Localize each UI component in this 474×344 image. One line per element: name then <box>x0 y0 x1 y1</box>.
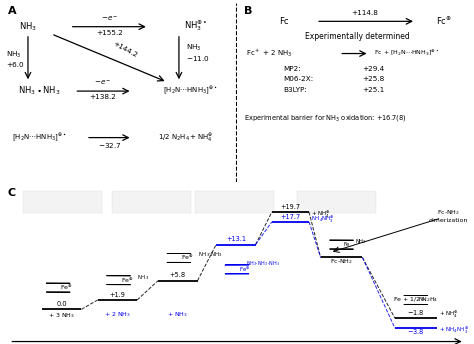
Text: +17.7: +17.7 <box>280 214 301 221</box>
Text: NH$_4$NH$_3^{\oplus}$: NH$_4$NH$_3^{\oplus}$ <box>311 214 335 225</box>
Text: +19.7: +19.7 <box>280 204 301 209</box>
Text: +25.1: +25.1 <box>363 87 385 93</box>
Text: Fe + 1/2 N$_2$H$_4$: Fe + 1/2 N$_2$H$_4$ <box>393 295 438 304</box>
Text: $\mathrm{1/2\ N_2H_4 + NH_4^{\oplus}}$: $\mathrm{1/2\ N_2H_4 + NH_4^{\oplus}}$ <box>158 131 214 144</box>
Text: Fe$^{\oplus}$: Fe$^{\oplus}$ <box>61 283 73 292</box>
Text: +5.8: +5.8 <box>170 272 186 278</box>
FancyBboxPatch shape <box>111 191 191 213</box>
Text: NH$_2$: NH$_2$ <box>356 237 367 246</box>
Text: + 2 NH$_3$: + 2 NH$_3$ <box>104 310 131 319</box>
Text: Experimental barrier for NH$_3$ oxidation: +16.7(8): Experimental barrier for NH$_3$ oxidatio… <box>244 113 407 123</box>
Text: Fc$^+$ + 2 NH$_3$: Fc$^+$ + 2 NH$_3$ <box>246 48 292 59</box>
Text: NH$_3^{\oplus\bullet}$: NH$_3^{\oplus\bullet}$ <box>183 20 207 34</box>
Text: $-1.8$: $-1.8$ <box>407 308 425 317</box>
FancyBboxPatch shape <box>195 191 274 213</box>
Text: $-11.0$: $-11.0$ <box>186 54 210 63</box>
Text: NH$_3$: NH$_3$ <box>137 273 149 282</box>
Text: + 3 NH$_3$: + 3 NH$_3$ <box>48 311 75 320</box>
Text: Fe: Fe <box>344 242 350 247</box>
Text: NH$_3$: NH$_3$ <box>19 20 37 33</box>
Text: A: A <box>8 6 17 16</box>
Text: Fe$^{\oplus}$: Fe$^{\oplus}$ <box>239 265 251 274</box>
Text: MP2:: MP2: <box>283 66 301 72</box>
Text: $-3.8$: $-3.8$ <box>407 326 425 336</box>
Text: Fc-NH$_2$: Fc-NH$_2$ <box>330 257 353 266</box>
Text: NH$_3$: NH$_3$ <box>186 43 201 53</box>
Text: NH$_3\bullet$NH$_3$: NH$_3\bullet$NH$_3$ <box>18 85 61 97</box>
Text: Fc-NH$_2$
dimerization: Fc-NH$_2$ dimerization <box>428 208 468 223</box>
Text: +114.8: +114.8 <box>351 10 378 16</box>
Text: M06-2X:: M06-2X: <box>283 76 314 83</box>
Text: $-e^-$: $-e^-$ <box>93 78 111 87</box>
Text: $[\mathrm{H_2N{\cdots}HNH_3}]^{\oplus\bullet}$: $[\mathrm{H_2N{\cdots}HNH_3}]^{\oplus\bu… <box>12 132 67 143</box>
Text: Fe$^{\oplus}$: Fe$^{\oplus}$ <box>121 276 134 284</box>
Text: +144.2: +144.2 <box>112 41 139 59</box>
Text: +25.8: +25.8 <box>363 76 385 83</box>
FancyBboxPatch shape <box>23 191 102 213</box>
Text: +155.2: +155.2 <box>96 30 123 36</box>
Text: + NH$_4^{\oplus}$: + NH$_4^{\oplus}$ <box>311 209 331 219</box>
Text: +138.2: +138.2 <box>89 94 116 100</box>
Text: NH$_3\!\cdot\!$NH$_3\!\cdot\!$NH$_3$: NH$_3\!\cdot\!$NH$_3\!\cdot\!$NH$_3$ <box>246 259 280 268</box>
Text: $[\mathrm{H_2N{\cdots}HNH_3}]^{\oplus\bullet}$: $[\mathrm{H_2N{\cdots}HNH_3}]^{\oplus\bu… <box>163 85 218 97</box>
Text: Fe: Fe <box>418 298 424 302</box>
Text: +13.1: +13.1 <box>226 236 246 242</box>
Text: NH$_3\!\cdot\!$NH$_3$: NH$_3\!\cdot\!$NH$_3$ <box>198 250 222 259</box>
FancyBboxPatch shape <box>297 191 376 213</box>
Text: Fc: Fc <box>279 17 288 26</box>
Text: C: C <box>7 188 15 198</box>
Text: + NH$_4^{\oplus}$: + NH$_4^{\oplus}$ <box>439 310 458 320</box>
Text: 0.0: 0.0 <box>56 301 67 307</box>
Text: Experimentally determined: Experimentally determined <box>306 32 410 41</box>
Text: $-e^-$: $-e^-$ <box>100 14 118 23</box>
Text: B3LYP:: B3LYP: <box>283 87 308 93</box>
Text: + NH$_4$NH$_3^{\oplus}$: + NH$_4$NH$_3^{\oplus}$ <box>439 325 469 336</box>
Text: Fe$^{\oplus}$: Fe$^{\oplus}$ <box>181 254 194 262</box>
Text: +1.9: +1.9 <box>109 291 125 298</box>
Text: NH$_3$: NH$_3$ <box>6 50 21 61</box>
Text: + NH$_3$: + NH$_3$ <box>167 310 188 319</box>
Text: Fc$^{\oplus}$: Fc$^{\oplus}$ <box>436 15 452 27</box>
Text: +29.4: +29.4 <box>363 66 385 72</box>
Text: +6.0: +6.0 <box>6 62 24 68</box>
Text: B: B <box>244 6 253 16</box>
Text: Fc + $[\mathrm{H_2N{\cdots}HNH_3}]^{\oplus\bullet}$: Fc + $[\mathrm{H_2N{\cdots}HNH_3}]^{\opl… <box>374 49 439 58</box>
Text: $-32.7$: $-32.7$ <box>98 141 121 150</box>
